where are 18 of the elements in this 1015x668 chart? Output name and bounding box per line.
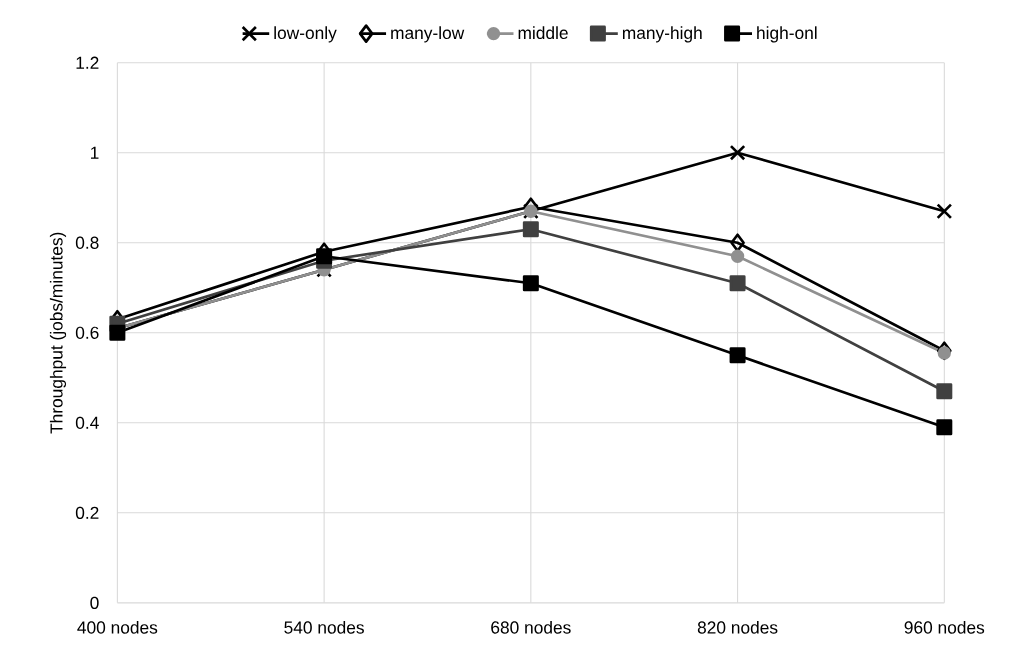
x-tick-label: 540 nodes xyxy=(284,620,364,634)
legend-label: middle xyxy=(518,26,568,39)
y-tick-label: 1 xyxy=(91,146,99,159)
x-tick-label: 820 nodes xyxy=(697,620,778,634)
legend-label: many-high xyxy=(622,26,702,43)
y-tick-label: 1.2 xyxy=(76,56,99,69)
legend-label: many-low xyxy=(391,26,465,43)
legend-label: low-only xyxy=(274,26,337,43)
y-tick-label: 0.8 xyxy=(75,236,99,249)
y-tick-label: 0.6 xyxy=(75,326,99,339)
x-tick-label: 680 nodes xyxy=(491,620,571,634)
y-axis-title: Throughput (jobs/minutes) xyxy=(49,232,67,434)
legend-label: high-onl xyxy=(757,26,817,43)
x-tick-label: 960 nodes xyxy=(904,620,985,634)
y-tick-label: 0.4 xyxy=(75,416,99,429)
y-tick-label: 0 xyxy=(90,596,99,609)
y-tick-label: 0.2 xyxy=(75,506,99,519)
x-tick-label: 400 nodes xyxy=(77,620,158,634)
